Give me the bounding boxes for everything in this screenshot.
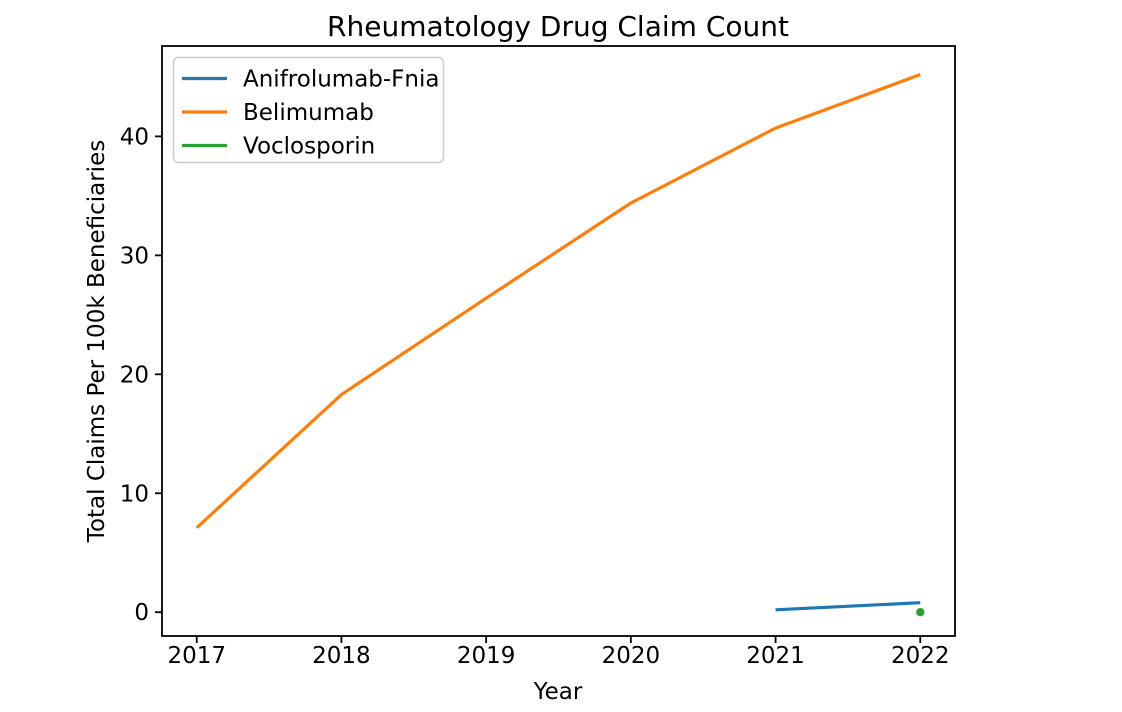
x-axis-label: Year bbox=[533, 679, 583, 705]
legend-label: Belimumab bbox=[243, 100, 374, 126]
x-tick-label: 2022 bbox=[891, 643, 950, 669]
series-line-anifrolumab-fnia bbox=[775, 601, 921, 612]
series-point-voclosporin bbox=[916, 608, 925, 617]
plot-area: 2017 2018 2019 2020 2021 2022 0 10 20 30 40 Anifrol… bbox=[120, 45, 956, 669]
legend-box bbox=[172, 56, 445, 164]
x-tick-label: 2018 bbox=[312, 643, 371, 669]
y-axis-label: Total Claims Per 100k Beneficiaries bbox=[84, 140, 110, 543]
y-tick-label: 40 bbox=[120, 124, 149, 150]
legend-item: Voclosporin bbox=[182, 134, 375, 160]
legend-item: Anifrolumab-Fnia bbox=[182, 67, 439, 93]
y-tick-label: 10 bbox=[120, 481, 149, 507]
x-tick-label: 2019 bbox=[457, 643, 516, 669]
x-tick-label: 2021 bbox=[746, 643, 805, 669]
axes-frame bbox=[161, 45, 956, 637]
y-tick-label: 0 bbox=[134, 600, 149, 626]
legend-label: Anifrolumab-Fnia bbox=[243, 67, 439, 93]
chart-title: Rheumatology Drug Claim Count bbox=[327, 10, 789, 43]
legend-label: Voclosporin bbox=[243, 134, 375, 160]
legend-item: Belimumab bbox=[182, 100, 374, 126]
y-tick-label: 20 bbox=[120, 362, 149, 388]
series-line-belimumab bbox=[195, 73, 921, 529]
y-tick-label: 30 bbox=[120, 243, 149, 269]
x-tick-label: 2020 bbox=[602, 643, 661, 669]
x-tick-label: 2017 bbox=[167, 643, 226, 669]
legend: Anifrolumab-Fnia Belimumab Voclosporin bbox=[172, 56, 445, 164]
